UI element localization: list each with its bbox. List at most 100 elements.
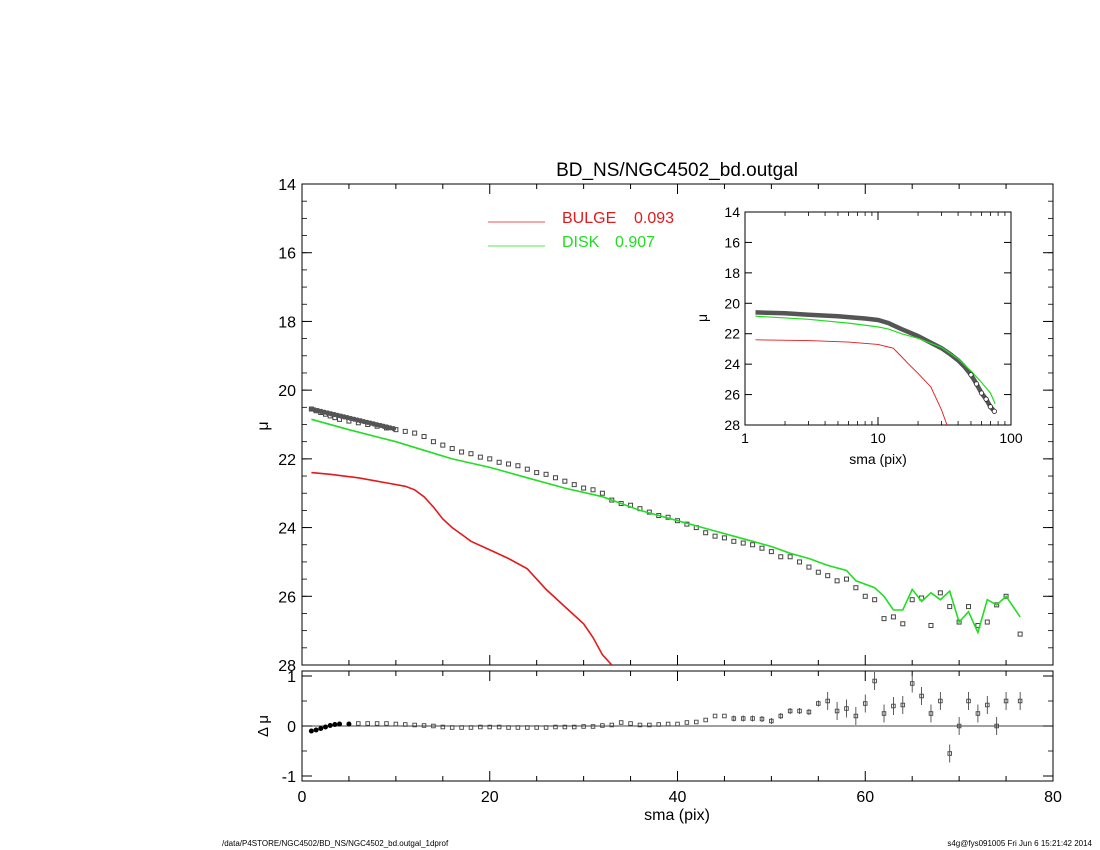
legend: BULGE 0.093 DISK 0.907 <box>488 210 674 251</box>
residual-data-point <box>374 721 380 726</box>
residual-data-point <box>365 721 370 726</box>
residual-data-point <box>816 701 821 706</box>
main-data-point <box>562 478 568 484</box>
residual-data-point <box>618 720 624 725</box>
main-data-point <box>515 463 521 469</box>
inset-data-point <box>991 408 997 414</box>
main-data-point <box>759 545 765 551</box>
inset-y-label: μ <box>694 314 710 322</box>
main-data-point-dense <box>390 425 397 432</box>
inset-log-panel: μ sma (pix) 14 16 18 20 22 24 26 28 1 10 100 <box>694 204 1023 467</box>
residual-data-point <box>322 724 328 730</box>
main-data-point <box>506 461 512 467</box>
inset-y-tick-label: 26 <box>724 387 740 403</box>
footer-timestamp: s4g@fys091005 Fri Jun 6 15:21:42 2014 <box>947 839 1092 848</box>
residual-x-ticks: 0 20 40 60 80 <box>298 671 1062 806</box>
residual-data-point <box>393 721 399 727</box>
residual-data-point <box>731 716 737 721</box>
residual-x-tick-label: 60 <box>856 789 874 806</box>
main-data-point <box>487 456 493 462</box>
residual-data-point <box>975 711 981 716</box>
residual-data-point <box>938 698 943 704</box>
residual-data-point <box>496 724 502 730</box>
main-data-point <box>947 604 953 610</box>
residual-data-point <box>694 719 699 725</box>
residual-data-point <box>703 717 708 723</box>
residual-data-point <box>332 722 338 727</box>
residual-data-point <box>891 703 896 709</box>
residual-data-point <box>834 708 840 714</box>
legend-disk-label: DISK <box>562 234 600 251</box>
residual-data-point <box>647 722 652 728</box>
main-data-point <box>421 434 427 440</box>
main-data-point <box>881 616 887 622</box>
inset-data-point <box>987 404 993 410</box>
main-data-point <box>806 564 812 570</box>
main-data-point <box>543 471 549 477</box>
residual-data-point <box>740 716 746 721</box>
residual-data-point <box>571 724 577 730</box>
residual-data-point <box>449 725 455 730</box>
residual-data-point <box>431 723 436 729</box>
main-y-tick-label: 20 <box>278 383 296 400</box>
residual-data-point <box>478 724 483 730</box>
residual-data-points <box>308 672 1023 763</box>
residual-data-point <box>308 728 314 734</box>
residual-data-point <box>506 725 511 730</box>
main-profile-panel: BD_NS/NGC4502_bd.outgal μ 14 16 18 20 22 24 26… <box>255 160 1054 675</box>
inset-y-tick-label: 18 <box>724 265 740 281</box>
main-data-point <box>524 466 530 472</box>
residual-data-point <box>806 709 812 715</box>
residual-data-point <box>581 724 586 729</box>
residual-data-point <box>956 723 962 729</box>
main-data-point <box>825 573 831 579</box>
residual-x-tick-label: 0 <box>298 789 307 806</box>
main-data-point <box>402 428 408 434</box>
main-y-tick-label: 24 <box>278 521 296 538</box>
residual-data-point <box>412 722 417 728</box>
main-data-point <box>787 554 793 560</box>
residual-panel: Δ μ sma (pix) 10-1 0 20 40 60 80 <box>255 669 1062 824</box>
main-data-point <box>440 442 446 448</box>
residual-data-point <box>525 725 530 730</box>
residual-data-point <box>327 723 333 728</box>
residual-data-point <box>787 708 793 714</box>
main-data-point <box>928 622 934 628</box>
residual-data-point <box>656 722 661 727</box>
residual-data-point <box>769 718 774 724</box>
residual-x-tick-label: 20 <box>481 789 499 806</box>
residual-data-point <box>947 751 952 756</box>
inset-x-ticks: 1 10 100 <box>741 212 1023 446</box>
residual-data-point <box>966 698 971 704</box>
residual-data-point <box>534 725 539 730</box>
residual-data-point <box>778 713 784 719</box>
main-data-point <box>872 597 878 603</box>
residual-data-point <box>562 724 568 730</box>
main-data-point <box>994 602 1000 608</box>
residual-data-point <box>909 681 915 686</box>
residual-data-point <box>487 724 493 730</box>
residual-x-label: sma (pix) <box>644 807 710 824</box>
main-data-point <box>703 530 709 536</box>
main-data-point <box>834 578 840 584</box>
residual-data-point <box>337 721 343 727</box>
bulge-model-line <box>311 471 613 665</box>
residual-data-point <box>863 701 868 706</box>
inset-data-point <box>973 381 980 387</box>
residual-data-point <box>590 724 596 729</box>
inset-data-point <box>983 396 989 402</box>
residual-data-point <box>553 724 558 730</box>
inset-lines <box>755 310 997 425</box>
main-data-point <box>768 549 774 555</box>
inset-data-point <box>978 390 985 396</box>
main-data-point <box>496 459 502 465</box>
inset-x-tick-label: 100 <box>999 430 1023 446</box>
residual-data-point <box>384 721 389 726</box>
residual-data-point <box>515 725 521 730</box>
residual-y-tick-label: 0 <box>287 719 296 736</box>
residual-data-point <box>403 722 408 727</box>
main-data-point <box>449 446 455 452</box>
inset-y-tick-label: 28 <box>724 417 740 433</box>
main-data-point <box>712 533 718 539</box>
footer-file-path: /data/P4STORE/NGC4502/BD_NS/NGC4502_bd.o… <box>222 839 449 848</box>
